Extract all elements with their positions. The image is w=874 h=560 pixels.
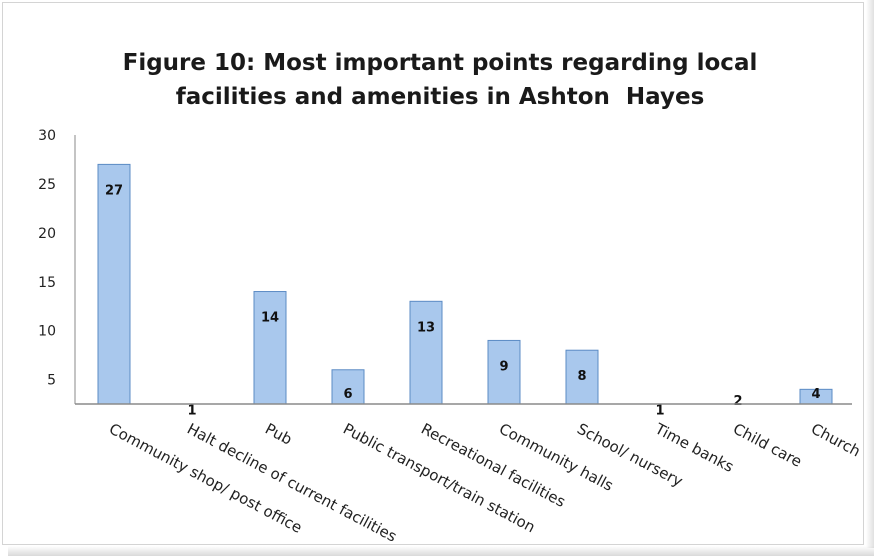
chart-title-line-2: facilities and amenities in Ashton Hayes	[175, 84, 705, 110]
frame-shadow-right	[866, 0, 874, 548]
data-label: 6	[343, 387, 352, 402]
data-label: 14	[261, 311, 279, 326]
data-label: 1	[187, 404, 196, 419]
chart-title: Figure 10: Most important points regardi…	[60, 46, 820, 114]
y-tick-label: 5	[47, 373, 56, 389]
data-label: 1	[655, 404, 664, 419]
category-label: Child care	[730, 420, 805, 471]
y-tick-label: 25	[38, 177, 56, 193]
y-tick-label: 30	[38, 128, 56, 144]
data-label: 13	[417, 320, 435, 335]
y-tick-label: 20	[38, 226, 56, 242]
y-tick-label: 10	[38, 324, 56, 340]
category-label: Pub	[262, 420, 295, 449]
bar	[487, 339, 521, 405]
data-label: 4	[811, 387, 820, 402]
bar	[565, 349, 599, 405]
y-tick-label: 15	[38, 275, 56, 291]
data-label: 8	[577, 369, 586, 384]
bar	[409, 300, 443, 405]
data-label: 9	[499, 359, 508, 374]
data-label: 2	[733, 394, 742, 409]
bar	[253, 291, 287, 405]
category-label: Church	[808, 420, 863, 461]
data-label: 27	[105, 183, 123, 198]
frame-border	[2, 2, 864, 545]
chart-title-line-1: Figure 10: Most important points regardi…	[122, 50, 758, 76]
bar	[97, 163, 131, 405]
frame-shadow-bottom	[8, 546, 874, 556]
